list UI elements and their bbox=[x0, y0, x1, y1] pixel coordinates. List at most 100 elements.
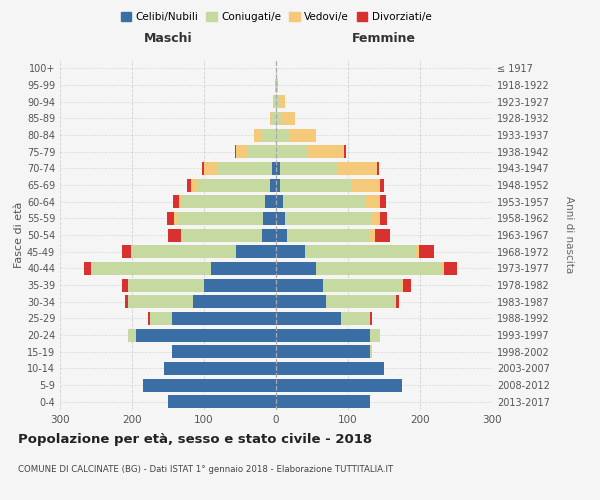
Bar bbox=[380, 212, 387, 225]
Bar bbox=[416, 245, 419, 258]
Bar bbox=[128, 328, 136, 342]
Text: Femmine: Femmine bbox=[352, 32, 416, 45]
Bar bbox=[262, 228, 276, 241]
Bar bbox=[280, 178, 352, 192]
Bar bbox=[131, 245, 132, 258]
Bar bbox=[377, 162, 379, 175]
Bar bbox=[218, 162, 272, 175]
Bar bbox=[262, 128, 276, 141]
Bar bbox=[272, 162, 276, 175]
Bar bbox=[167, 212, 175, 225]
Y-axis label: Fasce di età: Fasce di età bbox=[14, 202, 24, 268]
Bar bbox=[276, 212, 284, 225]
Bar bbox=[92, 262, 211, 275]
Bar bbox=[182, 228, 262, 241]
Bar bbox=[444, 262, 457, 275]
Bar bbox=[316, 262, 442, 275]
Bar bbox=[204, 278, 276, 291]
Bar bbox=[402, 278, 403, 291]
Bar bbox=[276, 228, 287, 241]
Bar bbox=[276, 128, 290, 141]
Bar bbox=[182, 195, 265, 208]
Bar bbox=[270, 178, 276, 192]
Bar bbox=[187, 178, 191, 192]
Bar bbox=[193, 295, 276, 308]
Bar bbox=[276, 262, 316, 275]
Bar bbox=[341, 312, 370, 325]
Bar bbox=[168, 395, 276, 408]
Bar bbox=[380, 178, 384, 192]
Bar bbox=[148, 312, 150, 325]
Bar bbox=[173, 195, 179, 208]
Bar bbox=[280, 162, 337, 175]
Bar bbox=[235, 145, 236, 158]
Bar bbox=[308, 145, 344, 158]
Bar bbox=[326, 295, 395, 308]
Bar bbox=[284, 212, 371, 225]
Bar bbox=[168, 228, 181, 241]
Bar bbox=[172, 312, 276, 325]
Bar bbox=[323, 278, 402, 291]
Bar bbox=[276, 328, 370, 342]
Bar bbox=[275, 78, 276, 92]
Bar bbox=[370, 345, 372, 358]
Bar bbox=[403, 278, 410, 291]
Bar bbox=[276, 178, 280, 192]
Bar bbox=[276, 278, 323, 291]
Bar bbox=[283, 195, 366, 208]
Bar bbox=[254, 128, 262, 141]
Bar bbox=[380, 195, 386, 208]
Text: Maschi: Maschi bbox=[143, 32, 193, 45]
Bar bbox=[132, 245, 236, 258]
Bar bbox=[277, 78, 278, 92]
Bar bbox=[370, 328, 380, 342]
Bar bbox=[191, 178, 198, 192]
Bar bbox=[276, 145, 308, 158]
Bar bbox=[276, 162, 280, 175]
Bar bbox=[276, 95, 279, 108]
Bar bbox=[122, 278, 128, 291]
Bar bbox=[282, 112, 295, 125]
Bar bbox=[287, 228, 370, 241]
Bar bbox=[290, 128, 316, 141]
Bar bbox=[366, 195, 380, 208]
Bar bbox=[175, 212, 176, 225]
Y-axis label: Anni di nascita: Anni di nascita bbox=[563, 196, 574, 274]
Bar bbox=[247, 145, 276, 158]
Bar bbox=[370, 312, 372, 325]
Bar bbox=[419, 245, 434, 258]
Bar bbox=[274, 95, 276, 108]
Bar bbox=[128, 295, 193, 308]
Bar bbox=[172, 345, 276, 358]
Bar bbox=[442, 262, 444, 275]
Text: COMUNE DI CALCINATE (BG) - Dati ISTAT 1° gennaio 2018 - Elaborazione TUTTITALIA.: COMUNE DI CALCINATE (BG) - Dati ISTAT 1°… bbox=[18, 466, 393, 474]
Bar bbox=[122, 245, 131, 258]
Bar bbox=[276, 78, 277, 92]
Bar bbox=[276, 378, 402, 392]
Bar bbox=[136, 328, 276, 342]
Bar bbox=[179, 195, 182, 208]
Bar bbox=[344, 145, 346, 158]
Bar bbox=[181, 228, 182, 241]
Bar bbox=[91, 262, 92, 275]
Bar bbox=[305, 245, 416, 258]
Bar bbox=[236, 245, 276, 258]
Bar bbox=[352, 178, 380, 192]
Bar bbox=[143, 378, 276, 392]
Bar bbox=[272, 112, 276, 125]
Bar bbox=[371, 212, 380, 225]
Bar bbox=[370, 228, 376, 241]
Bar bbox=[276, 362, 384, 375]
Bar bbox=[202, 162, 204, 175]
Bar bbox=[276, 245, 305, 258]
Bar bbox=[395, 295, 399, 308]
Bar bbox=[270, 112, 272, 125]
Bar bbox=[276, 295, 326, 308]
Bar bbox=[176, 212, 263, 225]
Bar bbox=[84, 262, 91, 275]
Bar bbox=[236, 145, 247, 158]
Bar bbox=[273, 95, 274, 108]
Text: Popolazione per età, sesso e stato civile - 2018: Popolazione per età, sesso e stato civil… bbox=[18, 432, 372, 446]
Bar bbox=[150, 312, 172, 325]
Bar bbox=[279, 95, 284, 108]
